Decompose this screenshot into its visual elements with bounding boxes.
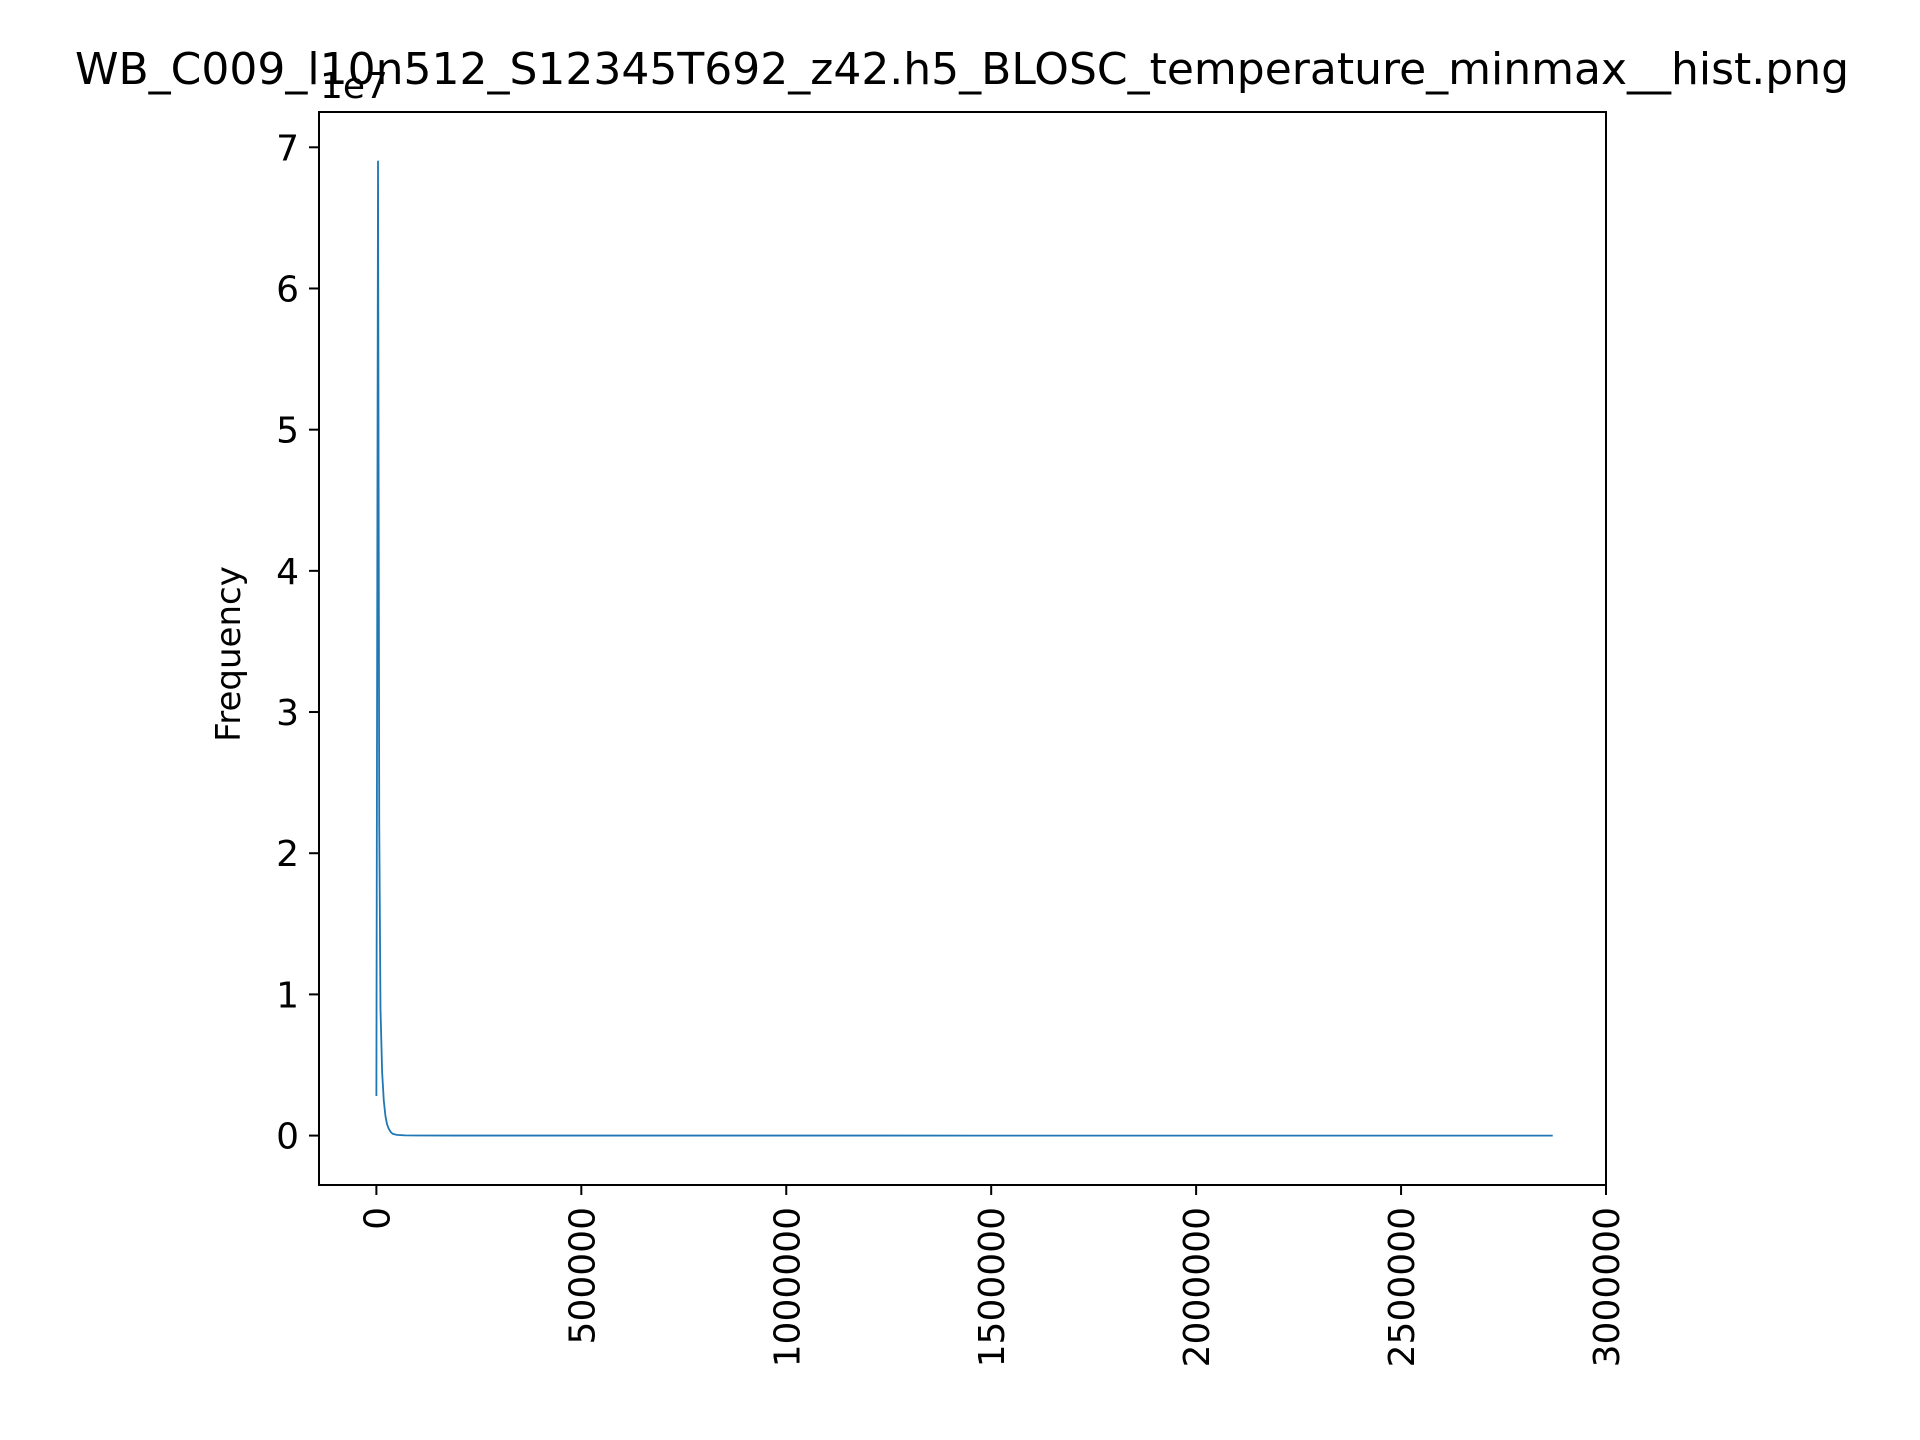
x-tick-label: 0 [357,1207,398,1230]
y-tick-label: 7 [276,128,299,169]
y-tick-label: 3 [276,693,299,734]
y-tick-label: 6 [276,269,299,310]
y-tick-label: 5 [276,411,299,452]
y-tick-label: 1 [276,975,299,1016]
y-axis-ticks: 0 1 2 3 4 5 6 7 [276,128,319,1158]
x-axis-ticks: 0 500000 1000000 1500000 2000000 2500000 30000… [357,1185,1628,1367]
x-tick-label: 2500000 [1382,1207,1423,1367]
series-line [375,160,1553,1137]
plot-frame [318,111,1607,1186]
plot-series-group [375,160,1553,1137]
x-tick-label: 500000 [562,1207,603,1344]
x-tick-label: 1500000 [972,1207,1013,1367]
y-scale-offset-label: 1e7 [320,66,388,107]
x-tick-label: 3000000 [1587,1207,1628,1367]
y-tick-label: 0 [276,1117,299,1158]
x-tick-label: 1000000 [767,1207,808,1367]
y-tick-label: 4 [276,552,299,593]
y-axis-label: Frequency [209,566,249,742]
x-tick-label: 2000000 [1177,1207,1218,1367]
chart-title: WB_C009_l10n512_S12345T692_z42.h5_BLOSC_… [75,44,1849,95]
y-tick-label: 2 [276,834,299,875]
